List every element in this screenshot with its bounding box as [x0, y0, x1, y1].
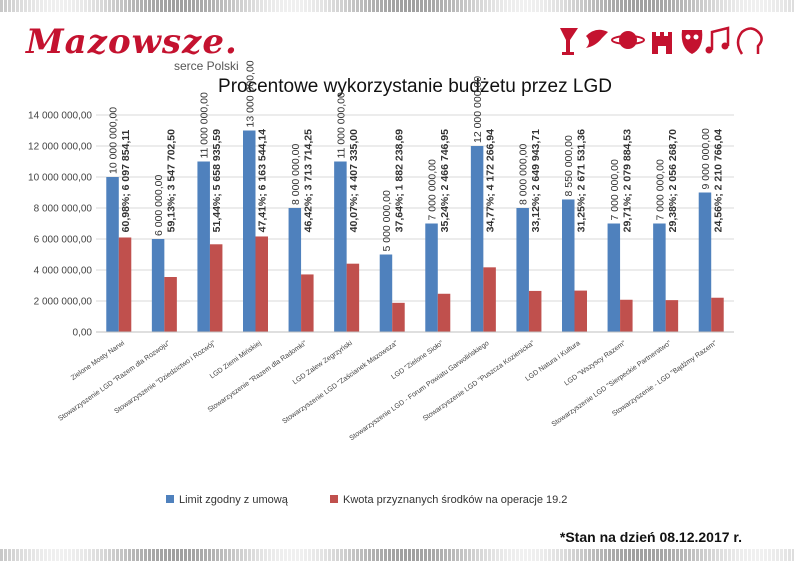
limit-value-label: 8 550 000,00	[563, 135, 575, 196]
limit-bar	[379, 254, 393, 332]
kwota-value-label: 37,64%; 1 882 238,69	[393, 129, 405, 232]
legend-label: Limit zgodny z umową	[179, 494, 289, 506]
kwota-value-label: 47,41%; 6 163 544,14	[257, 129, 269, 232]
castle-icon	[652, 32, 672, 54]
category-label: Stowarzyszenie "Dziedzictwo i Rozwój"	[113, 340, 217, 416]
kwota-bar	[528, 290, 542, 332]
limit-value-label: 8 000 000,00	[518, 144, 530, 205]
limit-value-label: 7 000 000,00	[427, 159, 439, 220]
mazowsze-logo: Mazowsze. serce Polski	[26, 22, 256, 73]
bar-chart: 0,00 2 000 000,00 4 000 000,00 6 000 000,00…	[28, 60, 734, 506]
limit-bar	[562, 199, 575, 332]
limit-bar	[653, 223, 666, 332]
bottom-decorative-bar	[0, 549, 794, 561]
planet-icon	[611, 31, 645, 49]
limit-value-label: 11 000 000,00	[335, 92, 347, 159]
legend-item: Limit zgodny z umową	[166, 494, 289, 506]
kwota-value-label: 24,56%; 2 210 766,04	[712, 129, 724, 232]
kwota-bar	[620, 299, 633, 332]
y-tick-label: 0,00	[73, 328, 93, 339]
kwota-bar	[665, 300, 679, 332]
limit-value-label: 6 000 000,00	[153, 175, 165, 236]
kwota-value-label: 35,24%; 2 466 746,95	[439, 129, 451, 232]
kwota-bar	[301, 274, 314, 332]
profile-icon	[736, 27, 763, 55]
limit-value-label: 13 000 000,00	[244, 60, 256, 127]
kwota-bar	[255, 236, 268, 332]
limit-value-label: 8 000 000,00	[290, 144, 302, 205]
kwota-value-label: 59,13%; 3 547 702,50	[166, 129, 178, 232]
category-label: Stowarzyszenie "Razem dla Radomki"	[207, 340, 309, 414]
kwota-bar	[574, 290, 587, 332]
footnote: *Stan na dzień 08.12.2017 r.	[559, 529, 742, 545]
kwota-value-label: 60,98%; 6 097 854,11	[120, 129, 132, 232]
wine-glass-icon	[560, 28, 578, 55]
legend-label: Kwota przyznanych środków na operacje 19…	[343, 494, 567, 506]
legend-swatch	[330, 495, 338, 503]
kwota-bar	[437, 293, 451, 332]
kwota-value-label: 33,12%; 2 649 943,71	[530, 129, 542, 232]
kwota-value-label: 40,07%; 4 407 335,00	[348, 129, 360, 232]
limit-value-label: 5 000 000,00	[381, 190, 393, 251]
limit-value-label: 12 000 000,00	[472, 76, 484, 143]
bird-icon	[586, 29, 608, 48]
limit-bar	[607, 223, 621, 332]
kwota-bar	[711, 297, 724, 332]
y-tick-label: 2 000 000,00	[34, 297, 93, 308]
limit-bar	[470, 146, 484, 332]
limit-value-label: 11 000 000,00	[199, 92, 211, 159]
limit-bar	[516, 208, 529, 332]
limit-bar	[698, 192, 712, 332]
mask-icon	[681, 30, 703, 54]
music-notes-icon	[705, 26, 730, 54]
kwota-bar	[346, 263, 360, 332]
limit-bar	[197, 161, 210, 332]
y-tick-label: 6 000 000,00	[34, 235, 93, 246]
kwota-value-label: 29,38%; 2 056 268,70	[667, 129, 679, 232]
legend-item: Kwota przyznanych środków na operacje 19…	[330, 494, 567, 506]
kwota-value-label: 31,25%; 2 671 531,36	[576, 129, 588, 232]
kwota-bar	[164, 277, 177, 332]
y-tick-label: 8 000 000,00	[34, 204, 93, 215]
limit-bar	[243, 130, 256, 332]
y-tick-label: 4 000 000,00	[34, 266, 93, 277]
limit-value-label: 9 000 000,00	[700, 128, 712, 189]
logo-text: Mazowsze.	[26, 22, 238, 62]
legend-swatch	[166, 495, 174, 503]
y-tick-label: 10 000 000,00	[28, 173, 92, 184]
kwota-value-label: 34,77%; 4 172 266,94	[485, 129, 497, 232]
kwota-bar	[118, 237, 132, 332]
category-label: Stowarzyszenie - LGD "Bądźmy Razem"	[611, 340, 719, 418]
y-tick-label: 14 000 000,00	[28, 111, 92, 122]
kwota-value-label: 51,44%; 5 658 935,59	[211, 129, 223, 232]
chart-title: Procentowe wykorzystanie budżetu przez L…	[218, 76, 612, 97]
limit-bar	[425, 223, 438, 332]
limit-value-label: 7 000 000,00	[609, 159, 621, 220]
logo-subtitle: serce Polski	[174, 59, 239, 73]
kwota-value-label: 46,42%; 3 713 714,25	[302, 129, 314, 232]
kwota-value-label: 29,71%; 2 079 884,53	[621, 129, 633, 232]
limit-bar	[334, 161, 347, 332]
limit-value-label: 10 000 000,00	[108, 107, 120, 174]
top-decorative-bar	[0, 0, 794, 12]
kwota-bar	[483, 267, 496, 332]
limit-bar	[151, 239, 165, 332]
limit-bar	[288, 208, 302, 332]
y-tick-label: 12 000 000,00	[28, 142, 92, 153]
limit-value-label: 7 000 000,00	[654, 159, 666, 220]
kwota-bar	[209, 244, 223, 332]
region-icons	[560, 26, 763, 55]
limit-bar	[106, 177, 119, 332]
kwota-bar	[392, 302, 405, 332]
